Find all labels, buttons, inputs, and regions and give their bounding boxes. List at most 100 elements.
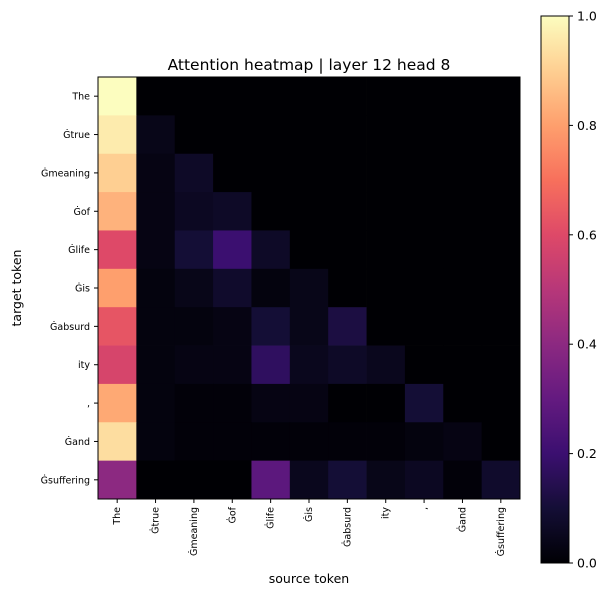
x-tick-label: Ġis xyxy=(304,507,315,522)
heatmap-cell xyxy=(174,268,214,308)
x-tick-label: Ġtrue xyxy=(151,507,162,534)
heatmap-cell xyxy=(213,230,252,270)
heatmap-cell xyxy=(328,115,367,155)
y-tick-label: The xyxy=(71,92,90,103)
heatmap-cell xyxy=(289,460,329,500)
heatmap-cell xyxy=(136,422,176,462)
y-tick-label: Ġabsurd xyxy=(50,322,90,333)
heatmap-cell xyxy=(289,192,329,231)
heatmap-cell xyxy=(98,460,137,500)
heatmap-cell xyxy=(443,268,483,308)
heatmap-cell xyxy=(251,422,291,462)
heatmap-cell xyxy=(443,460,483,500)
heatmap-cell xyxy=(328,460,367,500)
heatmap-cell xyxy=(443,383,483,423)
heatmap-cell xyxy=(136,460,176,500)
y-tick-label: Ġtrue xyxy=(63,130,90,141)
heatmap-cell xyxy=(366,345,406,385)
heatmap-cell xyxy=(251,383,291,423)
heatmap-cell xyxy=(174,422,214,462)
heatmap-cell xyxy=(251,460,291,500)
colorbar-tick-label: 0.8 xyxy=(577,118,597,133)
heatmap-cell xyxy=(443,307,483,346)
heatmap-cell xyxy=(289,422,329,462)
heatmap-cell xyxy=(481,192,521,231)
heatmap-cell xyxy=(366,115,406,155)
heatmap-cell xyxy=(481,77,521,116)
heatmap-cell xyxy=(366,77,406,116)
heatmap-cell xyxy=(366,422,406,462)
heatmap-cell xyxy=(136,230,176,270)
heatmap-cell xyxy=(136,345,176,385)
heatmap-cell xyxy=(289,115,329,155)
colorbar-tick-label: 0.2 xyxy=(577,446,597,461)
heatmap-cell xyxy=(481,383,521,423)
heatmap-cell xyxy=(136,77,176,116)
heatmap-cell xyxy=(328,192,367,231)
heatmap-cell xyxy=(213,192,252,231)
heatmap-cell xyxy=(366,383,406,423)
colorbar xyxy=(540,15,570,564)
heatmap-cell xyxy=(443,422,483,462)
heatmap-cell xyxy=(98,153,137,193)
heatmap-cell xyxy=(251,268,291,308)
heatmap-cell xyxy=(174,345,214,385)
heatmap-cell xyxy=(404,153,444,193)
heatmap-cell xyxy=(98,268,137,308)
x-tick-label: Ġlife xyxy=(266,507,277,529)
colorbar-tick-label: 0.4 xyxy=(577,337,597,352)
heatmap-cell xyxy=(174,115,214,155)
heatmap-cell xyxy=(328,268,367,308)
y-tick-label: Ġsuffering xyxy=(41,475,90,486)
heatmap-cell xyxy=(443,115,483,155)
heatmap-cell xyxy=(98,422,137,462)
heatmap-cell xyxy=(251,153,291,193)
heatmap-cell xyxy=(98,115,137,155)
heatmap-cell xyxy=(328,383,367,423)
heatmap-cell xyxy=(289,230,329,270)
heatmap-cell xyxy=(98,77,137,116)
heatmap-cell xyxy=(213,115,252,155)
y-tick-label: Ġof xyxy=(73,207,90,218)
heatmap-cell xyxy=(481,268,521,308)
heatmap-cell xyxy=(289,383,329,423)
heatmap-cell xyxy=(251,192,291,231)
heatmap-cell xyxy=(213,307,252,346)
heatmap-cell xyxy=(481,153,521,193)
x-tick-label: ity xyxy=(381,507,392,519)
heatmap-cell xyxy=(213,153,252,193)
heatmap-cell xyxy=(251,307,291,346)
heatmap-cell xyxy=(366,153,406,193)
y-axis-ticks: The Ġtrue Ġmeaning Ġof Ġlife Ġis Ġabsurd ity, Ġa… xyxy=(41,92,98,486)
heatmap-cell xyxy=(404,77,444,116)
heatmap-cell xyxy=(98,345,137,385)
heatmap-cell xyxy=(328,77,367,116)
heatmap-cell xyxy=(251,230,291,270)
x-tick-label: Ġsuffering xyxy=(496,507,507,556)
heatmap-cell xyxy=(481,345,521,385)
heatmap-cell xyxy=(404,345,444,385)
heatmap-cell xyxy=(174,307,214,346)
colorbar-tick-label: 1.0 xyxy=(577,9,597,24)
heatmap-cell xyxy=(213,268,252,308)
heatmap-cell xyxy=(443,192,483,231)
heatmap-cell xyxy=(136,192,176,231)
heatmap-cell xyxy=(174,192,214,231)
heatmap-cell xyxy=(366,460,406,500)
y-tick-label: , xyxy=(87,399,90,410)
y-tick-label: Ġlife xyxy=(68,245,90,256)
heatmap-cell xyxy=(404,422,444,462)
x-tick-label: Ġmeaning xyxy=(189,507,200,556)
colorbar-tick-label: 0.6 xyxy=(577,227,597,242)
heatmap-cell xyxy=(366,268,406,308)
y-tick-label: Ġmeaning xyxy=(41,168,90,179)
heatmap-cell xyxy=(213,422,252,462)
x-tick-label: Ġof xyxy=(227,506,238,523)
heatmap-cell xyxy=(366,192,406,231)
heatmap-cell xyxy=(251,115,291,155)
heatmap-cell xyxy=(289,307,329,346)
heatmap-cell xyxy=(328,345,367,385)
heatmap-cell xyxy=(481,115,521,155)
heatmap-cell xyxy=(443,153,483,193)
